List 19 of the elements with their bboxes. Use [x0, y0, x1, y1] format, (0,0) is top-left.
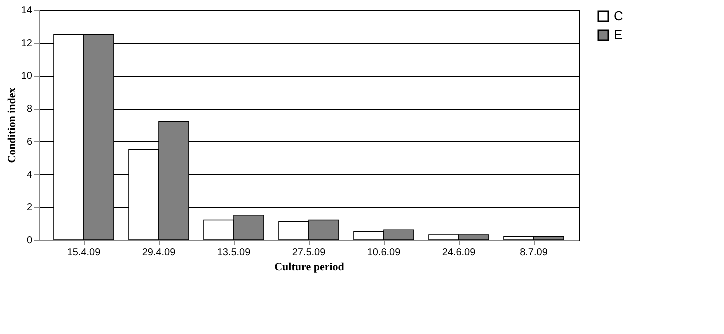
y-tick-label: 0 [26, 236, 33, 246]
y-tick-label: 12 [21, 38, 33, 50]
y-tick-label: 10 [21, 71, 33, 82]
y-axis-title: Condition index [6, 87, 18, 164]
x-tick-label: 13.5.09 [217, 248, 252, 258]
x-axis-title: Culture period [274, 262, 344, 274]
x-tick-label: 27.5.09 [292, 248, 326, 258]
y-tick-label: 6 [26, 136, 33, 148]
legend-label: C [614, 8, 624, 24]
legend-label: E [614, 28, 623, 42]
x-tick-label: 10.6.09 [367, 248, 402, 258]
y-tick-label: 8 [26, 104, 33, 116]
y-tick-label: 14 [21, 6, 33, 16]
x-tick-label: 15.4.09 [67, 248, 102, 258]
y-tick-label: 4 [26, 170, 33, 181]
x-tick-label: 8.7.09 [520, 248, 548, 258]
y-tick-label: 2 [26, 202, 33, 214]
x-tick-label: 29.4.09 [142, 248, 176, 258]
x-tick-label: 24.6.09 [442, 248, 476, 258]
